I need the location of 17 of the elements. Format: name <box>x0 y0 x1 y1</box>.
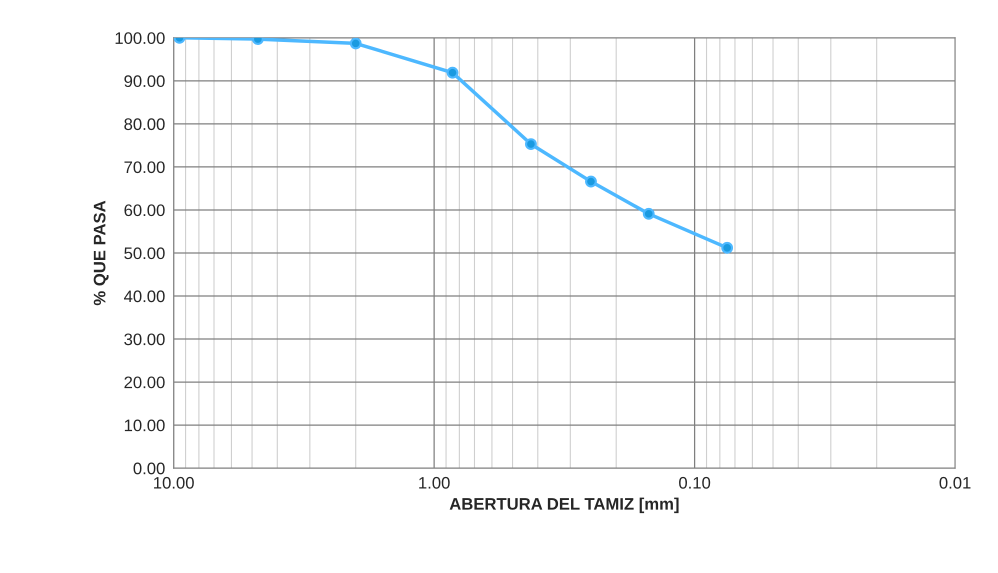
y-tick-label: 0.00 <box>134 462 165 474</box>
x-tick-label: 1.00 <box>419 476 450 489</box>
x-tick-label: 0.01 <box>940 476 970 489</box>
y-tick-label: 90.00 <box>124 75 165 88</box>
y-axis-title: % QUE PASA <box>94 200 109 306</box>
y-tick-label: 100.00 <box>116 32 165 44</box>
y-tick-label: 60.00 <box>124 204 165 216</box>
x-axis-title: ABERTURA DEL TAMIZ [mm] <box>450 498 679 514</box>
x-tick-label: 0.10 <box>679 476 710 489</box>
y-tick-label: 20.00 <box>124 376 165 388</box>
y-tick-label: 70.00 <box>124 161 165 174</box>
y-tick-label: 80.00 <box>124 118 165 130</box>
y-tick-label: 30.00 <box>124 333 165 346</box>
y-tick-label: 40.00 <box>124 290 165 302</box>
y-tick-label: 10.00 <box>124 420 165 432</box>
y-tick-label: 50.00 <box>124 247 165 260</box>
x-tick-label: 10.00 <box>154 476 194 489</box>
